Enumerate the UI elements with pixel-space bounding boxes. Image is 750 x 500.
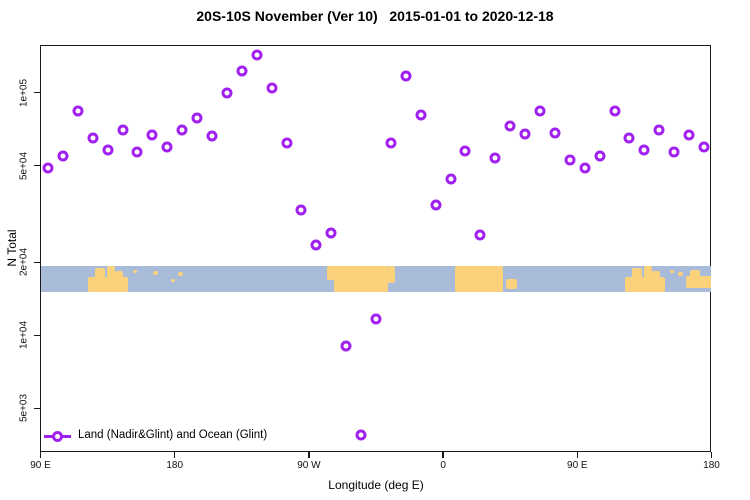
data-point <box>266 82 278 94</box>
data-point <box>325 227 337 239</box>
x-axis-tick <box>710 452 713 458</box>
data-point <box>295 204 307 215</box>
data-point <box>445 173 457 185</box>
data-point <box>57 150 69 162</box>
land-shape <box>652 271 660 281</box>
data-point <box>504 120 516 132</box>
data-point <box>519 128 531 140</box>
data-point <box>623 132 635 144</box>
legend-label: Land (Nadir&Glint) and Ocean (Glint) <box>78 429 268 441</box>
land-shape <box>388 266 395 283</box>
y-axis-tick <box>34 91 40 94</box>
data-point <box>117 124 128 136</box>
legend: Land (Nadir&Glint) and Ocean (Glint) <box>44 425 344 447</box>
map-strip <box>41 266 711 292</box>
land-shape <box>334 266 388 292</box>
data-point <box>191 112 203 124</box>
land-shape <box>115 271 123 281</box>
land-shape <box>644 266 652 280</box>
data-point <box>683 129 695 141</box>
x-axis-tick-label: 180 <box>703 460 720 471</box>
data-point <box>653 124 665 136</box>
data-point <box>534 105 546 117</box>
land-shape <box>178 272 183 276</box>
data-point <box>415 109 427 121</box>
data-point <box>400 70 412 82</box>
data-point <box>146 129 158 141</box>
y-axis-tick <box>34 261 40 264</box>
land-shape <box>95 268 105 280</box>
data-point <box>87 132 99 144</box>
land-shape <box>690 270 700 278</box>
y-axis-tick-label: 2e+04 <box>18 248 30 277</box>
legend-circle-marker-icon <box>52 431 63 442</box>
data-point <box>609 105 621 117</box>
land-shape <box>455 266 503 292</box>
land-shape <box>506 279 517 289</box>
x-axis-tick-label: 90 E <box>30 460 51 471</box>
land-shape <box>670 270 674 273</box>
y-axis-tick-label: 5e+03 <box>18 394 30 423</box>
x-axis-tick <box>39 452 42 458</box>
data-point <box>161 141 173 153</box>
data-point <box>72 105 84 117</box>
land-shape <box>632 268 642 280</box>
data-point <box>579 162 591 174</box>
y-axis-tick-label: 5e+04 <box>18 151 30 180</box>
data-point <box>236 65 248 77</box>
x-axis-tick <box>442 452 444 458</box>
x-axis-tick <box>173 452 176 458</box>
data-point <box>489 152 501 164</box>
data-point <box>251 49 263 61</box>
y-axis-tick <box>34 164 40 167</box>
data-point <box>430 199 442 211</box>
data-point <box>281 137 293 149</box>
x-axis-title: Longitude (deg E) <box>328 478 424 492</box>
x-axis-tick-label: 90 E <box>567 460 588 471</box>
land-shape <box>686 276 711 288</box>
land-shape <box>678 272 683 276</box>
data-point <box>310 239 322 251</box>
chart-title: 20S-10S November (Ver 10) 2015-01-01 to … <box>196 8 554 24</box>
data-point <box>564 154 576 166</box>
x-axis-tick-label: 0 <box>440 460 446 471</box>
data-point <box>594 150 606 162</box>
x-axis-tick <box>308 452 310 458</box>
x-axis-tick <box>576 452 579 458</box>
plot-area <box>40 45 711 452</box>
land-shape <box>107 266 115 280</box>
land-shape <box>133 270 137 273</box>
y-axis-tick <box>34 407 40 410</box>
data-point <box>206 130 218 142</box>
y-axis-title: N Total <box>5 229 19 267</box>
data-point <box>340 340 352 352</box>
y-axis-tick-label: 1e+05 <box>18 78 30 107</box>
y-axis-tick-label: 1e+04 <box>18 321 30 350</box>
x-axis-tick-label: 180 <box>166 460 184 471</box>
land-shape <box>171 279 175 282</box>
data-point <box>474 229 486 241</box>
data-point <box>668 146 680 158</box>
x-axis-tick-label: 90 W <box>297 460 321 471</box>
data-point <box>549 127 561 139</box>
data-point <box>385 137 397 149</box>
data-point <box>698 141 710 153</box>
data-point <box>221 87 233 99</box>
data-point <box>638 144 650 156</box>
data-point <box>131 146 143 158</box>
data-point <box>370 313 382 325</box>
data-point <box>42 162 54 174</box>
data-point <box>459 145 471 157</box>
land-shape <box>153 271 158 275</box>
y-axis-tick <box>34 334 40 337</box>
data-point <box>102 144 114 156</box>
data-point <box>176 124 188 136</box>
data-point <box>355 429 367 440</box>
